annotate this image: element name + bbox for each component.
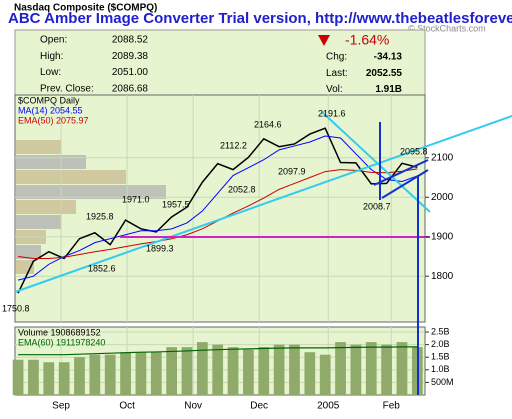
quote-value: -34.13 xyxy=(374,52,403,63)
volume-bar xyxy=(58,362,70,395)
vbp-bar xyxy=(16,140,61,154)
volume-bar xyxy=(12,359,24,395)
volume-ema-line xyxy=(18,346,418,356)
y-tick-label: 2000 xyxy=(431,192,454,203)
volume-bar xyxy=(258,347,270,395)
price-annotation: 1899.3 xyxy=(146,243,174,253)
quote-label: Prev. Close: xyxy=(40,84,94,95)
y-tick-label: 2.0B xyxy=(431,339,450,349)
vbp-bar xyxy=(16,185,166,199)
price-line xyxy=(17,127,418,294)
quote-label: Vol: xyxy=(326,84,343,95)
x-tick-label: 2005 xyxy=(317,401,340,412)
price-annotation: 1925.8 xyxy=(86,211,114,221)
volume-bar xyxy=(28,359,39,395)
x-tick-label: Sep xyxy=(52,401,70,412)
price-panel xyxy=(14,94,426,323)
x-tick-label: Nov xyxy=(184,401,202,412)
volume-bar xyxy=(319,354,331,395)
volume-bar xyxy=(181,347,193,395)
x-tick-label: Feb xyxy=(383,401,401,412)
y-tick-label: 2100 xyxy=(431,152,454,163)
chart-title: Nasdaq Composite ($COMPQ) xyxy=(14,3,157,14)
y-tick-label: 1.0B xyxy=(431,364,450,374)
price-annotation: 2008.7 xyxy=(363,201,391,211)
legend-entry: EMA(60) 1911978240 xyxy=(18,337,105,347)
volume-bar xyxy=(335,342,346,395)
legend-entry: MA(14) 2054.55 xyxy=(18,105,83,115)
price-annotation: 2097.9 xyxy=(278,166,306,176)
price-annotation: 2191.6 xyxy=(318,108,346,118)
quote-label: Open: xyxy=(40,35,67,46)
quote-label: High: xyxy=(40,51,63,62)
quote-value: 2088.52 xyxy=(112,35,149,46)
trend-line xyxy=(321,111,431,213)
volume-bar xyxy=(396,342,408,395)
indicator-line xyxy=(17,135,418,281)
volume-bar xyxy=(150,352,162,395)
quote-value: 1.91B xyxy=(375,84,402,95)
quote-panel xyxy=(14,29,426,96)
volume-bar xyxy=(89,354,101,395)
y-tick-label: 1900 xyxy=(431,231,454,242)
change-pct: -1.64% xyxy=(345,32,389,48)
price-annotation: 2112.2 xyxy=(220,140,247,150)
panel-label: $COMPQ Daily xyxy=(18,95,80,105)
volume-bar xyxy=(365,342,377,395)
price-annotation: 1852.6 xyxy=(88,263,116,273)
panel-label: Volume 1908689152 xyxy=(18,327,101,337)
quote-label: Low: xyxy=(40,67,61,78)
volume-bar xyxy=(273,344,285,395)
credit: © StockCharts.com xyxy=(408,23,486,33)
vbp-bar xyxy=(16,170,126,184)
legend-entry: EMA(50) 2075.97 xyxy=(18,115,89,125)
trend-lines xyxy=(14,111,512,395)
y-tick-label: 1.5B xyxy=(431,352,450,362)
volume-bar xyxy=(135,352,147,395)
vbp-bar xyxy=(16,215,61,229)
volume-bar xyxy=(227,347,239,395)
quote-value: 2089.38 xyxy=(112,51,149,62)
trend-line xyxy=(14,115,512,293)
wedge-line xyxy=(373,159,429,186)
quote-label: Chg: xyxy=(326,52,347,63)
price-annotation: 1957.5 xyxy=(162,199,190,209)
volume-bar xyxy=(304,352,316,395)
down-arrow xyxy=(318,35,330,46)
price-annotation: 2095.8 xyxy=(400,146,428,156)
quote-value: 2086.68 xyxy=(112,84,149,95)
volume-bar xyxy=(74,357,85,395)
y-tick-label: 500M xyxy=(431,377,454,387)
volume-bar xyxy=(243,349,254,395)
volume-bar xyxy=(350,344,362,395)
vbp-bar xyxy=(16,200,76,214)
volume-bar xyxy=(289,344,300,395)
price-annotation: 2164.6 xyxy=(254,119,282,129)
vbp-bar xyxy=(16,155,86,169)
banner: ABC Amber Image Converter Trial version,… xyxy=(8,10,512,27)
volume-by-price xyxy=(16,140,166,274)
quote-value: 2051.00 xyxy=(112,67,149,78)
price-annotation: 1750.8 xyxy=(2,303,30,313)
volume-bar xyxy=(166,347,178,395)
x-tick-label: Oct xyxy=(119,401,135,412)
price-annotation: 2052.8 xyxy=(228,184,256,194)
volume-bar xyxy=(120,352,131,395)
y-tick-label: 2.5B xyxy=(431,326,450,336)
x-tick-label: Dec xyxy=(250,401,268,412)
price-annotation: 1971.0 xyxy=(122,194,150,204)
volume-bar xyxy=(43,362,55,395)
volume-bar xyxy=(104,354,116,395)
volume-bar xyxy=(381,344,392,395)
y-tick-label: 1800 xyxy=(431,271,454,282)
quote-value: 2052.55 xyxy=(366,68,403,79)
volume-bar xyxy=(212,344,224,395)
volume-bar xyxy=(196,342,208,395)
wedge-line xyxy=(381,169,429,199)
quote-label: Last: xyxy=(326,68,348,79)
vbp-bar xyxy=(16,245,41,259)
